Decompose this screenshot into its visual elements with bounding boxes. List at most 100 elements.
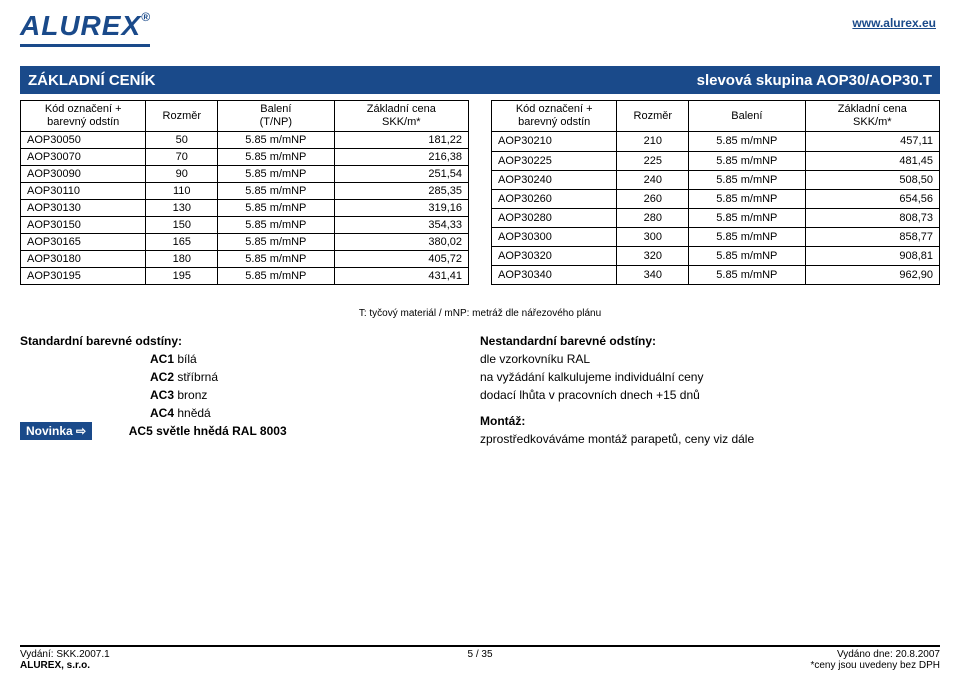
table-cell: 210 <box>617 132 689 151</box>
logo-underline <box>20 44 150 47</box>
table-cell: 654,56 <box>805 189 939 208</box>
col-header: Rozměr <box>146 101 218 132</box>
logo: ALUREX® <box>20 10 151 47</box>
table-cell: 320 <box>617 247 689 266</box>
color-line: AC3 bronz <box>20 386 480 404</box>
table-row: AOP302602605.85 m/mNP654,56 <box>492 189 940 208</box>
table-cell: 180 <box>146 251 218 268</box>
table-cell: 5.85 m/mNP <box>218 234 334 251</box>
table-cell: 431,41 <box>334 268 468 285</box>
table-footnote: T: tyčový materiál / mNP: metráž dle nář… <box>20 308 940 319</box>
col-header: Kód označení +barevný odstín <box>492 101 617 132</box>
table-cell: 5.85 m/mNP <box>689 151 805 170</box>
table-cell: AOP30110 <box>21 183 146 200</box>
table-cell: 5.85 m/mNP <box>218 132 334 149</box>
tables-container: Kód označení +barevný odstínRozměrBalení… <box>20 100 940 285</box>
table-cell: AOP30165 <box>21 234 146 251</box>
color-line: Novinka ⇨ AC5 světle hnědá RAL 8003 <box>20 422 480 440</box>
price-table-right: Kód označení +barevný odstínRozměrBalení… <box>491 100 940 285</box>
table-cell: 70 <box>146 149 218 166</box>
footer: Vydání: SKK.2007.1 ALUREX, s.r.o. 5 / 35… <box>20 645 940 671</box>
table-row: AOP302402405.85 m/mNP508,50 <box>492 170 940 189</box>
table-cell: 5.85 m/mNP <box>218 268 334 285</box>
table-cell: 240 <box>617 170 689 189</box>
table-cell: 90 <box>146 166 218 183</box>
col-header: Balení <box>689 101 805 132</box>
table-row: AOP303003005.85 m/mNP858,77 <box>492 228 940 247</box>
info-left: Standardní barevné odstíny: AC1 bíláAC2 … <box>20 332 480 448</box>
table-cell: 50 <box>146 132 218 149</box>
table-cell: AOP30340 <box>492 266 617 285</box>
right-line-1: na vyžádání kalkulujeme individuální cen… <box>480 368 940 386</box>
table-cell: 5.85 m/mNP <box>689 247 805 266</box>
table-cell: 908,81 <box>805 247 939 266</box>
table-row: AOP303403405.85 m/mNP962,90 <box>492 266 940 285</box>
montaz-line: zprostředkováváme montáž parapetů, ceny … <box>480 430 940 448</box>
std-colors-heading: Standardní barevné odstíny: <box>20 334 182 348</box>
table-cell: AOP30320 <box>492 247 617 266</box>
table-row: AOP301801805.85 m/mNP405,72 <box>21 251 469 268</box>
table-cell: 5.85 m/mNP <box>689 208 805 227</box>
table-cell: AOP30130 <box>21 200 146 217</box>
logo-text: ALUREX <box>20 10 141 41</box>
col-header: Kód označení +barevný odstín <box>21 101 146 132</box>
table-row: AOP301501505.85 m/mNP354,33 <box>21 217 469 234</box>
table-row: AOP302802805.85 m/mNP808,73 <box>492 208 940 227</box>
price-table-left: Kód označení +barevný odstínRozměrBalení… <box>20 100 469 285</box>
table-cell: AOP30240 <box>492 170 617 189</box>
table-row: AOP301301305.85 m/mNP319,16 <box>21 200 469 217</box>
table-cell: 5.85 m/mNP <box>218 149 334 166</box>
table-cell: 150 <box>146 217 218 234</box>
logo-trademark: ® <box>141 10 151 24</box>
title-bar: ZÁKLADNÍ CENÍK slevová skupina AOP30/AOP… <box>20 66 940 94</box>
table-cell: 457,11 <box>805 132 939 151</box>
table-row: AOP30090905.85 m/mNP251,54 <box>21 166 469 183</box>
table-cell: 354,33 <box>334 217 468 234</box>
table-cell: 216,38 <box>334 149 468 166</box>
table-cell: AOP30280 <box>492 208 617 227</box>
table-cell: 5.85 m/mNP <box>689 228 805 247</box>
table-cell: AOP30090 <box>21 166 146 183</box>
footer-vat-note: *ceny jsou uvedeny bez DPH <box>810 660 940 671</box>
table-cell: 110 <box>146 183 218 200</box>
table-cell: 251,54 <box>334 166 468 183</box>
table-cell: AOP30260 <box>492 189 617 208</box>
table-cell: 130 <box>146 200 218 217</box>
montaz-heading: Montáž: <box>480 414 525 428</box>
color-line: AC2 stříbrná <box>20 368 480 386</box>
table-cell: AOP30180 <box>21 251 146 268</box>
table-row: AOP30070705.85 m/mNP216,38 <box>21 149 469 166</box>
title-left: ZÁKLADNÍ CENÍK <box>28 72 156 89</box>
table-row: AOP302252255.85 m/mNP481,45 <box>492 151 940 170</box>
table-cell: 380,02 <box>334 234 468 251</box>
table-row: AOP301101105.85 m/mNP285,35 <box>21 183 469 200</box>
table-row: AOP30050505.85 m/mNP181,22 <box>21 132 469 149</box>
table-cell: 181,22 <box>334 132 468 149</box>
col-header: Základní cenaSKK/m* <box>334 101 468 132</box>
table-cell: 5.85 m/mNP <box>689 189 805 208</box>
color-line: AC1 bílá <box>20 350 480 368</box>
col-header: Základní cenaSKK/m* <box>805 101 939 132</box>
table-cell: 195 <box>146 268 218 285</box>
footer-page: 5 / 35 <box>20 649 940 660</box>
table-cell: 285,35 <box>334 183 468 200</box>
table-cell: AOP30210 <box>492 132 617 151</box>
table-cell: AOP30070 <box>21 149 146 166</box>
right-line-2: dodací lhůta v pracovních dnech +15 dnů <box>480 386 940 404</box>
table-cell: 5.85 m/mNP <box>689 132 805 151</box>
color-line: AC4 hnědá <box>20 404 480 422</box>
table-cell: 481,45 <box>805 151 939 170</box>
table-cell: 858,77 <box>805 228 939 247</box>
table-cell: 319,16 <box>334 200 468 217</box>
novinka-badge: Novinka ⇨ <box>20 422 92 440</box>
table-cell: AOP30050 <box>21 132 146 149</box>
table-cell: 5.85 m/mNP <box>218 183 334 200</box>
website-link[interactable]: www.alurex.eu <box>852 16 936 30</box>
table-cell: 5.85 m/mNP <box>218 200 334 217</box>
table-cell: 808,73 <box>805 208 939 227</box>
table-row: AOP302102105.85 m/mNP457,11 <box>492 132 940 151</box>
info-section: Standardní barevné odstíny: AC1 bíláAC2 … <box>20 332 940 448</box>
table-row: AOP301951955.85 m/mNP431,41 <box>21 268 469 285</box>
table-cell: AOP30225 <box>492 151 617 170</box>
table-cell: 5.85 m/mNP <box>218 217 334 234</box>
